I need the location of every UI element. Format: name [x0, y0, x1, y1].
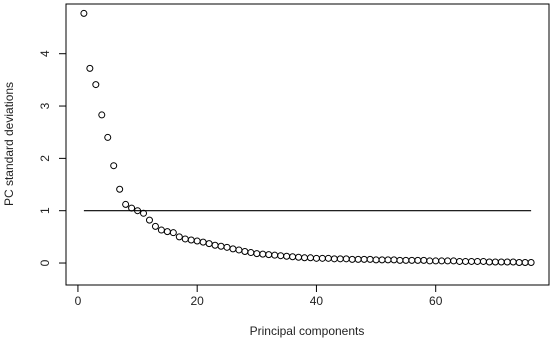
point [98, 111, 106, 119]
point [217, 242, 225, 250]
point [336, 255, 344, 263]
point [229, 245, 237, 253]
point [265, 251, 273, 259]
point [318, 254, 326, 262]
point [205, 240, 213, 248]
x-tick-label: 60 [429, 294, 443, 308]
point [527, 258, 535, 266]
point [366, 255, 374, 263]
point [289, 253, 297, 261]
point [157, 226, 165, 234]
point [122, 200, 130, 208]
point [408, 256, 416, 264]
point [491, 258, 499, 266]
point [485, 258, 493, 266]
point [438, 257, 446, 265]
point [241, 248, 249, 256]
point [420, 256, 428, 264]
point [354, 255, 362, 263]
point [86, 64, 94, 72]
plot-box [65, 3, 550, 286]
point [384, 256, 392, 264]
point [396, 256, 404, 264]
point [414, 256, 422, 264]
point [92, 81, 100, 89]
point [402, 256, 410, 264]
point [134, 207, 142, 215]
point [324, 254, 332, 262]
point [503, 258, 511, 266]
point [497, 258, 505, 266]
x-tick-label: 0 [75, 294, 82, 308]
point [223, 243, 231, 251]
point [199, 238, 207, 246]
y-tick-label: 4 [38, 50, 52, 57]
point [295, 253, 303, 261]
point [479, 257, 487, 265]
y-axis-label: PC standard deviations [2, 82, 16, 206]
y-tick-label: 3 [38, 102, 52, 109]
point [378, 256, 386, 264]
point [312, 254, 320, 262]
point [211, 241, 219, 249]
point [372, 256, 380, 264]
y-tick-label: 2 [38, 155, 52, 162]
point [104, 133, 112, 141]
point [235, 246, 243, 254]
point [80, 9, 88, 17]
point [271, 251, 279, 259]
point [462, 257, 470, 265]
point [145, 216, 153, 224]
point [283, 252, 291, 260]
point [110, 162, 118, 170]
point [330, 255, 338, 263]
point [515, 258, 523, 266]
point [128, 204, 136, 212]
point [509, 258, 517, 266]
point [521, 258, 529, 266]
y-tick-label: 1 [38, 207, 52, 214]
point [175, 233, 183, 241]
point [348, 255, 356, 263]
point [259, 250, 267, 258]
point [342, 255, 350, 263]
x-tick-label: 20 [191, 294, 205, 308]
point [306, 254, 314, 262]
point [140, 209, 148, 217]
point [426, 257, 434, 265]
point [456, 257, 464, 265]
point [432, 257, 440, 265]
point [193, 237, 201, 245]
point [301, 254, 309, 262]
point [390, 256, 398, 264]
point [467, 257, 475, 265]
point [253, 250, 261, 258]
point [187, 236, 195, 244]
x-tick-label: 40 [310, 294, 324, 308]
point [116, 185, 124, 193]
point [360, 255, 368, 263]
y-tick-label: 0 [38, 259, 52, 266]
point [169, 229, 177, 237]
x-axis-label: Principal components [250, 324, 365, 338]
point [151, 222, 159, 230]
point [450, 257, 458, 265]
point [181, 235, 189, 243]
point [247, 249, 255, 257]
point [277, 252, 285, 260]
point [444, 257, 452, 265]
point [473, 257, 481, 265]
point [163, 228, 171, 236]
